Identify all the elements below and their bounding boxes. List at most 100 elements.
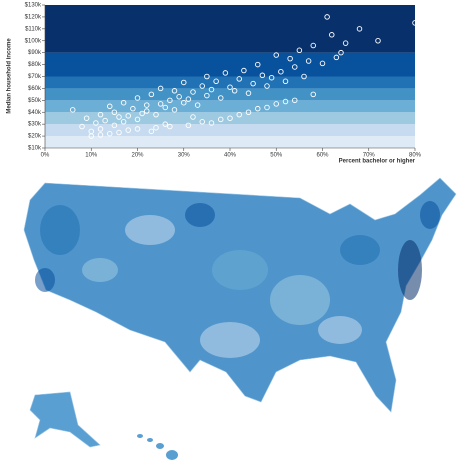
county-point bbox=[167, 97, 173, 104]
county-point bbox=[143, 102, 150, 108]
county-point bbox=[217, 116, 224, 123]
county-point bbox=[287, 55, 293, 62]
county-point bbox=[278, 68, 284, 75]
county-point bbox=[88, 133, 94, 139]
y-tick-label: $110k bbox=[25, 26, 42, 32]
county-point bbox=[139, 110, 145, 117]
county-point bbox=[190, 89, 196, 95]
county-point bbox=[180, 79, 187, 86]
county-point bbox=[333, 54, 340, 61]
county-point bbox=[264, 83, 270, 89]
county-point bbox=[250, 80, 256, 87]
county-point bbox=[305, 58, 312, 64]
county-point bbox=[153, 124, 159, 131]
county-point bbox=[204, 73, 210, 80]
county-point bbox=[157, 85, 164, 92]
hawaii bbox=[137, 434, 178, 460]
scatter-plot: $10k $20k $30k $40k $50k $60k $70k $80k $90k $100… bbox=[25, 3, 422, 159]
county-point bbox=[254, 61, 261, 68]
county-point bbox=[412, 20, 418, 26]
county-point bbox=[153, 111, 159, 118]
y-tick-label: $90k bbox=[28, 50, 42, 56]
x-tick-label: 10% bbox=[85, 153, 98, 159]
county-point bbox=[134, 126, 141, 132]
county-point bbox=[162, 104, 168, 111]
county-point bbox=[236, 76, 242, 82]
county-point bbox=[185, 122, 192, 129]
county-point bbox=[282, 78, 289, 85]
income-band bbox=[45, 76, 415, 89]
county-point bbox=[148, 128, 155, 135]
contiguous-states bbox=[23, 177, 457, 413]
county-point bbox=[116, 129, 122, 136]
county-point bbox=[329, 32, 335, 38]
y-tick-label: $120k bbox=[25, 14, 42, 20]
county-point bbox=[292, 97, 298, 104]
alaska bbox=[29, 391, 101, 448]
x-tick-label: 70% bbox=[363, 153, 376, 159]
county-point bbox=[180, 99, 187, 106]
county-point bbox=[199, 83, 205, 89]
county-point bbox=[245, 109, 252, 115]
county-point bbox=[185, 96, 192, 102]
county-point bbox=[167, 123, 173, 130]
county-point bbox=[217, 95, 224, 101]
county-point bbox=[130, 105, 136, 112]
county-point bbox=[111, 122, 118, 129]
county-point bbox=[236, 111, 242, 118]
county-point bbox=[310, 91, 317, 98]
county-point bbox=[292, 64, 298, 70]
y-tick-label: $40k bbox=[28, 110, 42, 116]
county-point bbox=[324, 14, 330, 20]
income-band bbox=[45, 124, 415, 137]
county-point bbox=[199, 119, 205, 125]
county-point bbox=[273, 52, 280, 58]
county-point bbox=[134, 95, 141, 101]
county-point bbox=[93, 120, 99, 126]
income-band bbox=[45, 5, 415, 53]
income-band bbox=[45, 100, 415, 113]
county-point bbox=[282, 98, 289, 105]
county-point bbox=[162, 121, 168, 127]
county-point bbox=[208, 120, 215, 126]
county-point bbox=[227, 84, 233, 90]
county-point bbox=[134, 116, 141, 123]
county-point bbox=[254, 105, 261, 112]
county-point bbox=[106, 130, 113, 137]
y-tick-label: $10k bbox=[28, 146, 42, 152]
x-tick-label: 40% bbox=[224, 153, 237, 159]
income-band bbox=[45, 52, 415, 77]
x-tick-label: 80% bbox=[409, 153, 422, 159]
county-point bbox=[319, 60, 326, 67]
y-tick-label: $20k bbox=[28, 134, 42, 140]
county-point bbox=[310, 42, 317, 49]
y-tick-label: $30k bbox=[28, 122, 42, 128]
county-point bbox=[231, 88, 238, 94]
county-point bbox=[143, 108, 150, 114]
x-tick-label: 0% bbox=[41, 153, 50, 159]
x-tick-label: 50% bbox=[270, 153, 283, 159]
us-map bbox=[23, 177, 457, 460]
y-tick-label: $50k bbox=[28, 98, 42, 104]
x-tick-label: 20% bbox=[131, 153, 144, 159]
x-axis-label: Percent bachelor or higher bbox=[339, 159, 416, 165]
county-point bbox=[97, 126, 104, 132]
county-point bbox=[227, 115, 233, 121]
county-point bbox=[116, 114, 122, 120]
county-point bbox=[208, 86, 215, 93]
county-point bbox=[273, 101, 280, 107]
x-tick-label: 30% bbox=[178, 153, 191, 159]
county-point bbox=[190, 114, 196, 120]
county-point bbox=[268, 74, 275, 81]
county-point bbox=[213, 78, 219, 85]
county-point bbox=[148, 91, 155, 98]
county-point bbox=[245, 90, 252, 96]
county-point bbox=[106, 103, 113, 110]
income-band bbox=[45, 112, 415, 125]
county-point bbox=[204, 92, 210, 99]
county-point bbox=[375, 38, 381, 44]
county-point bbox=[120, 99, 127, 106]
y-tick-label: $130k bbox=[25, 3, 42, 9]
